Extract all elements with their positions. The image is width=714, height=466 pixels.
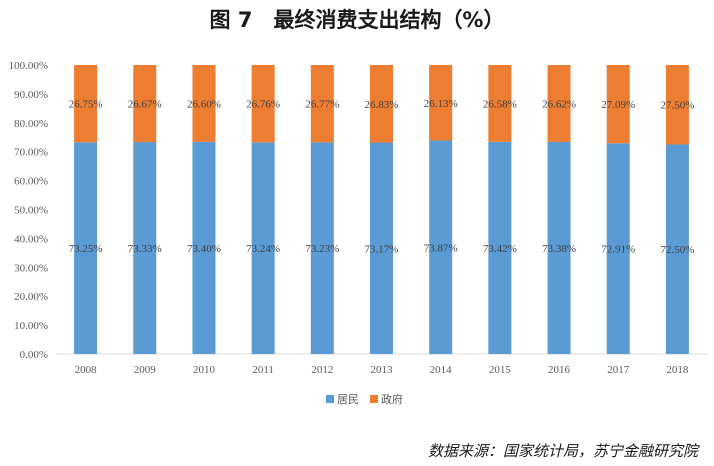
y-tick-label: 60.00%: [14, 176, 48, 188]
x-tick-label: 2017: [607, 364, 630, 376]
bar-segment-government: [547, 65, 571, 142]
bar-segment-resident: [310, 142, 334, 354]
bar-segment-government: [488, 65, 512, 142]
data-label-government: 27.09%: [601, 99, 635, 111]
legend-swatch-government: [370, 395, 378, 403]
bar-segment-government: [310, 65, 334, 143]
y-tick-label: 50.00%: [14, 205, 48, 217]
bar-segment-government: [370, 65, 393, 143]
source-note: 数据来源：国家统计局，苏宁金融研究院: [427, 442, 698, 460]
x-tick-label: 2014: [430, 364, 453, 376]
x-tick-label: 2016: [548, 364, 571, 376]
y-tick-label: 100.00%: [9, 60, 48, 72]
data-label-government: 26.60%: [187, 98, 221, 110]
data-label-resident: 73.24%: [246, 243, 280, 255]
data-label-resident: 73.42%: [483, 243, 517, 255]
legend-label-government: 政府: [381, 392, 403, 406]
bar-segment-government: [665, 65, 689, 145]
data-label-resident: 72.50%: [660, 244, 694, 256]
x-tick-label: 2008: [75, 364, 98, 376]
bar-segment-resident: [74, 142, 98, 354]
y-tick-label: 80.00%: [14, 118, 48, 130]
bar-segment-government: [133, 65, 157, 143]
data-label-government: 26.67%: [128, 99, 162, 111]
legend-label-resident: 居民: [337, 393, 359, 406]
data-label-government: 26.62%: [542, 98, 576, 110]
y-tick-label: 40.00%: [14, 233, 48, 245]
data-label-resident: 73.38%: [542, 243, 576, 255]
bar-segment-resident: [665, 144, 689, 354]
legend-swatch-resident: [326, 395, 334, 403]
bar-segment-government: [192, 65, 216, 142]
data-label-resident: 73.25%: [69, 243, 103, 255]
data-label-government: 26.13%: [424, 98, 458, 110]
data-label-government: 26.58%: [483, 98, 517, 110]
bar-segment-government: [251, 65, 275, 143]
bar-segment-resident: [606, 143, 630, 354]
bar-segment-resident: [251, 142, 275, 354]
data-label-resident: 73.17%: [365, 243, 399, 255]
x-tick-label: 2013: [371, 364, 394, 376]
bar-segment-resident: [133, 142, 157, 354]
bar-segment-government: [429, 65, 453, 141]
chart-title: 图 7 最终消费支出结构（%）: [209, 8, 505, 32]
x-tick-label: 2010: [193, 364, 216, 376]
data-label-resident: 73.40%: [187, 243, 221, 255]
data-label-government: 26.76%: [246, 99, 280, 111]
bar-segment-resident: [370, 142, 393, 354]
data-label-resident: 73.33%: [128, 243, 162, 255]
y-tick-label: 20.00%: [14, 291, 48, 303]
bar-segment-resident: [192, 141, 216, 354]
bar-segment-resident: [547, 141, 571, 354]
bar-segment-resident: [429, 140, 453, 354]
x-tick-label: 2009: [134, 364, 157, 376]
data-label-government: 26.75%: [69, 99, 103, 111]
y-tick-label: 0.00%: [20, 349, 48, 361]
data-label-government: 26.83%: [365, 99, 399, 111]
bar-segment-government: [606, 65, 630, 144]
data-label-resident: 73.23%: [305, 243, 339, 255]
x-tick-label: 2012: [311, 364, 333, 376]
x-tick-label: 2018: [666, 364, 689, 376]
y-tick-label: 90.00%: [14, 89, 48, 101]
data-label-government: 26.77%: [305, 99, 339, 111]
y-tick-label: 70.00%: [14, 147, 48, 159]
data-label-resident: 73.87%: [424, 242, 458, 254]
bar-segment-government: [74, 65, 98, 143]
data-label-government: 27.50%: [660, 100, 694, 112]
x-tick-label: 2011: [252, 364, 274, 376]
y-tick-label: 10.00%: [14, 320, 48, 332]
bar-segment-resident: [488, 141, 512, 354]
x-tick-label: 2015: [489, 364, 512, 376]
stacked-bar-chart: 0.00% 10.00% 20.00% 30.00% 40.00% 50.00% 60.00…: [9, 60, 707, 406]
data-label-resident: 72.91%: [601, 244, 635, 256]
y-tick-label: 30.00%: [14, 262, 48, 274]
